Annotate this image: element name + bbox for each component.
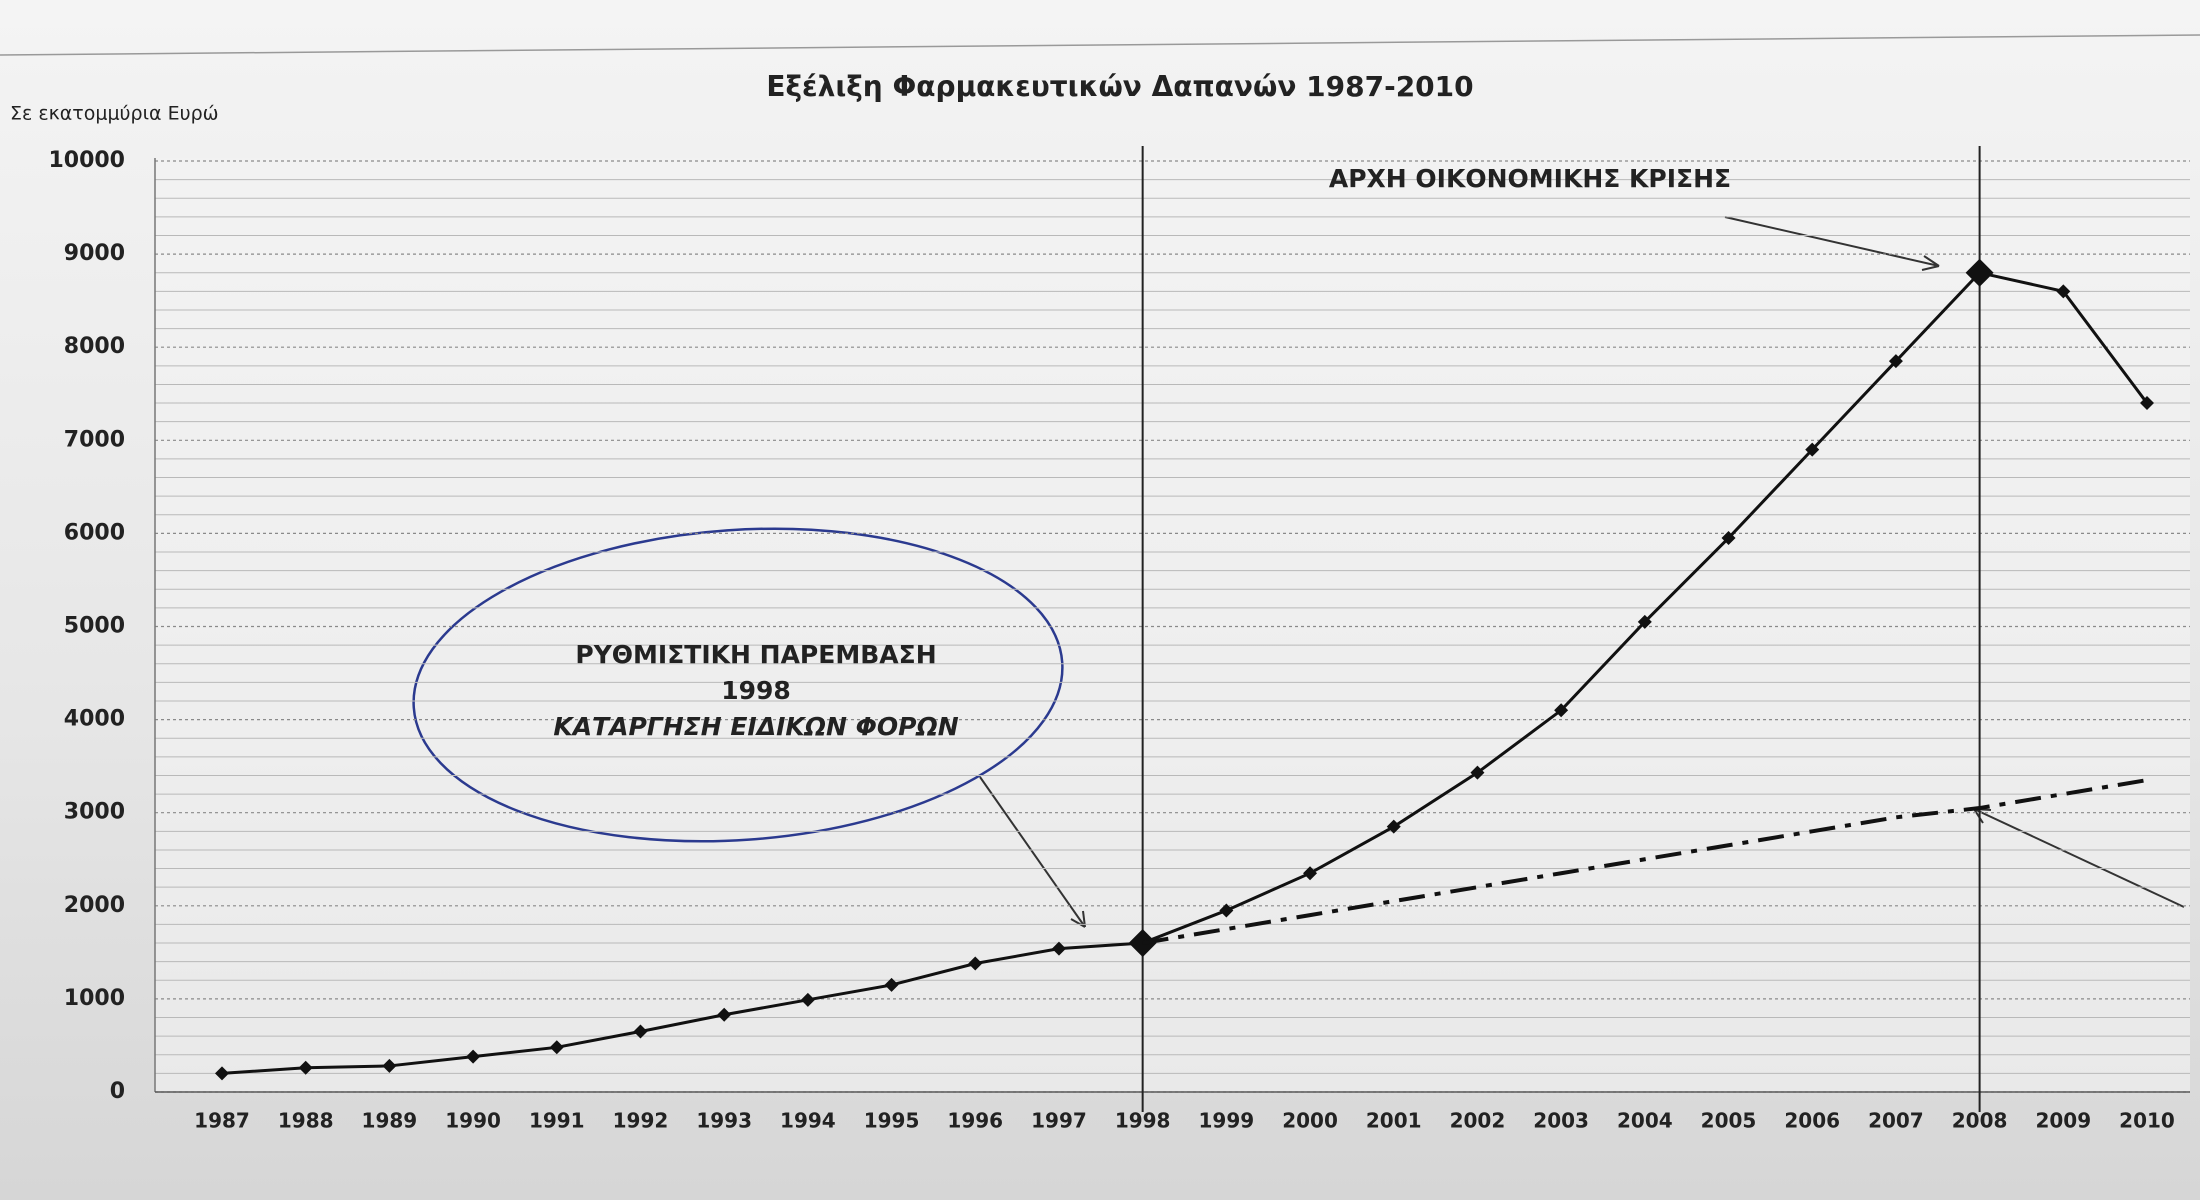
x-tick-label: 1993 [696,1109,752,1133]
data-point [298,1060,313,1075]
data-point [1386,819,1401,834]
y-tick-label: 1000 [64,986,125,1011]
x-tick-label: 1994 [780,1109,836,1133]
x-tick-label: 2008 [1952,1109,2008,1133]
x-tick-label: 2005 [1701,1109,1757,1133]
data-point [215,1066,229,1081]
data-point [382,1058,397,1073]
x-tick-label: 1995 [864,1109,920,1133]
data-point [1637,614,1652,629]
series-line [1142,778,2148,946]
annotation-arrow [1724,216,1940,267]
data-point [2056,284,2071,299]
data-point [1805,442,1820,457]
data-point [1965,258,1994,287]
y-tick-label: 2000 [64,893,125,918]
annotation-ellipse [412,527,1064,843]
x-tick-label: 1996 [947,1109,1003,1133]
x-tick-label: 2001 [1366,1109,1422,1133]
x-tick-label: 2003 [1533,1109,1589,1133]
x-tick-label: 2006 [1784,1109,1840,1133]
x-tick-label: 1989 [362,1109,418,1133]
data-point [1721,531,1736,546]
plot-area [155,158,2190,1093]
y-tick-label: 9000 [64,241,125,266]
data-point [633,1024,648,1039]
data-point [1554,703,1569,718]
data-point [968,956,983,971]
y-tick-label: 5000 [64,614,125,639]
data-point [800,992,815,1007]
data-point [466,1049,481,1064]
x-tick-label: 2007 [1868,1109,1924,1133]
data-point [1470,765,1485,780]
x-tick-label: 1999 [1199,1109,1255,1133]
annotation-arrow [979,776,1086,928]
annotation: ΚΑΤΑΡΓΗΣΗ ΕΙΔΙΚΩΝ ΦΟΡΩΝ [553,712,958,741]
data-point [1303,866,1318,881]
y-tick-label: 10000 [48,148,125,173]
data-point [884,977,899,992]
y-tick-label: 7000 [64,427,125,452]
x-tick-label: 1992 [613,1109,669,1133]
y-tick-label: 3000 [64,800,125,825]
arrow-head [1921,255,1940,271]
x-tick-label: 2010 [2119,1109,2175,1133]
y-axis-label: Σε εκατομμύρια Ευρώ [10,103,219,125]
y-tick-label: 4000 [64,707,125,732]
x-tick-label: 1987 [194,1109,250,1133]
y-tick-label: 0 [110,1079,125,1104]
data-point [2140,396,2154,411]
chart-title: Εξέλιξη Φαρμακευτικών Δαπανών 1987-2010 [766,70,1473,103]
x-tick-label: 2004 [1617,1109,1673,1133]
annotation-arrow [1973,808,2185,908]
frame-top [0,34,2200,56]
annotation: ΡΥΘΜΙΣΤΙΚΗ ΠΑΡΕΜΒΑΣΗ [575,640,936,669]
annotation: 1998 [721,676,791,705]
x-tick-label: 2009 [2035,1109,2091,1133]
x-tick-label: 2002 [1450,1109,1506,1133]
x-tick-label: 1988 [278,1109,334,1133]
annotation: ΑΡΧΗ ΟΙΚΟΝΟΜΙΚΗΣ ΚΡΙΣΗΣ [1329,164,1731,193]
x-tick-label: 1991 [529,1109,585,1133]
x-tick-label: 2000 [1282,1109,1338,1133]
x-tick-label: 1997 [1031,1109,1087,1133]
data-point [1888,354,1903,369]
data-point [1219,903,1234,918]
data-point [717,1007,732,1022]
series-line [221,271,2149,1075]
x-tick-label: 1990 [445,1109,501,1133]
data-point [549,1040,564,1055]
data-point [1051,941,1066,956]
y-tick-label: 8000 [64,334,125,359]
y-tick-label: 6000 [64,520,125,545]
x-tick-label: 1998 [1115,1109,1171,1133]
